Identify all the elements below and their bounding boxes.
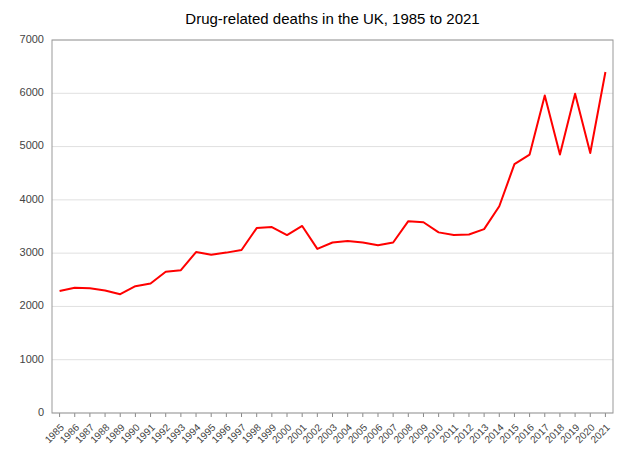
x-tick	[89, 413, 90, 417]
x-tick	[135, 413, 136, 417]
x-tick	[484, 413, 485, 417]
x-tick	[226, 413, 227, 417]
x-tick	[438, 413, 439, 417]
y-tick-label: 4000	[20, 193, 44, 205]
x-axis: 1985198619871988198919901991199219931994…	[43, 413, 613, 445]
x-tick	[575, 413, 576, 417]
grid-line	[52, 146, 613, 147]
x-tick	[211, 413, 212, 417]
grid	[52, 40, 613, 413]
grid-line	[52, 306, 613, 307]
x-tick	[514, 413, 515, 417]
x-tick	[529, 413, 530, 417]
x-tick	[180, 413, 181, 417]
y-tick-label: 1000	[20, 353, 44, 365]
x-tick	[393, 413, 394, 417]
x-tick	[408, 413, 409, 417]
x-tick	[499, 413, 500, 417]
x-tick	[559, 413, 560, 417]
x-tick	[150, 413, 151, 417]
x-tick	[423, 413, 424, 417]
y-tick-label: 0	[38, 406, 44, 418]
y-tick-label: 5000	[20, 139, 44, 151]
line	[60, 72, 606, 294]
y-tick-label: 7000	[20, 33, 44, 45]
grid-line	[52, 199, 613, 200]
grid-line	[52, 359, 613, 360]
x-tick	[74, 413, 75, 417]
data	[60, 72, 606, 294]
x-tick	[453, 413, 454, 417]
x-tick	[377, 413, 378, 417]
x-tick	[332, 413, 333, 417]
x-tick	[347, 413, 348, 417]
grid-line	[52, 93, 613, 94]
title: Drug-related deaths in the UK, 1985 to 2…	[185, 10, 479, 27]
x-tick	[165, 413, 166, 417]
x-tick	[317, 413, 318, 417]
x-tick	[544, 413, 545, 417]
y-tick-label: 6000	[20, 86, 44, 98]
y-axis: 0 1000 2000 3000 4000 5000 6000 7000	[20, 33, 44, 418]
x-tick	[605, 413, 606, 417]
grid-line	[52, 253, 613, 254]
x-tick-label: 2021	[588, 421, 612, 445]
x-tick	[287, 413, 288, 417]
y-tick-label: 2000	[20, 299, 44, 311]
y-tick-label: 3000	[20, 246, 44, 258]
x-tick	[302, 413, 303, 417]
x-tick	[362, 413, 363, 417]
x-tick	[105, 413, 106, 417]
chart: 0 1000 2000 3000 4000 5000 6000 7000 19851986198…	[0, 0, 629, 471]
x-tick	[59, 413, 60, 417]
x-tick	[590, 413, 591, 417]
x-tick	[468, 413, 469, 417]
x-tick	[241, 413, 242, 417]
x-tick	[120, 413, 121, 417]
x-tick	[271, 413, 272, 417]
x-tick	[256, 413, 257, 417]
x-tick	[196, 413, 197, 417]
plot-frame	[52, 40, 613, 413]
